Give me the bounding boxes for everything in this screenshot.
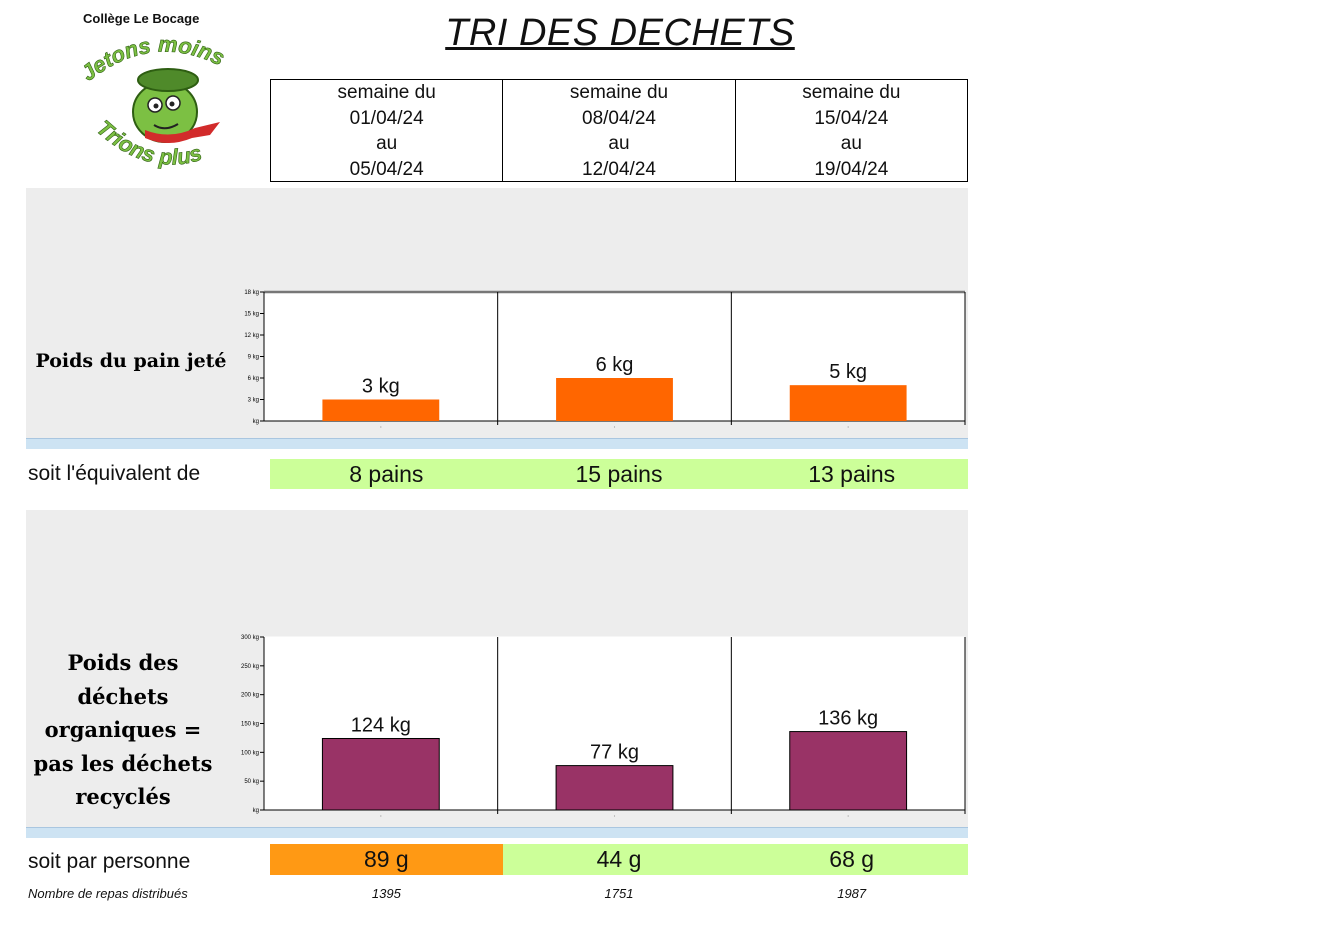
organic-chart-x-tick-mark — [613, 815, 616, 817]
organic-label-line: organiques = — [44, 717, 202, 742]
bread-chart-data-label: 3 kg — [362, 376, 400, 398]
organic-waste-label: Poids des déchets organiques = pas les d… — [28, 646, 218, 814]
bread-panel-footer — [26, 438, 968, 449]
per-person-label: soit par personne — [28, 850, 191, 873]
bread-chart-data-label: 6 kg — [596, 354, 634, 376]
bread-chart-x-tick-mark — [613, 426, 616, 428]
week-end-date: 05/04/24 — [349, 158, 424, 180]
week-to-label: au — [840, 133, 862, 154]
bread-chart-x-tick-mark — [847, 426, 849, 428]
bread-chart-y-tick-label: 9 kg — [248, 355, 259, 361]
bread-chart-data-label: 5 kg — [829, 361, 867, 383]
school-name: Collège Le Bocage — [83, 11, 200, 26]
bread-chart-y-tick-label: 3 kg — [248, 398, 259, 404]
organic-chart-x-tick-mark — [847, 815, 849, 817]
organic-chart-y-tick-label: kg — [253, 808, 259, 814]
organic-panel-footer — [26, 827, 968, 838]
organic-chart-y-tick-label: 100 kg — [241, 750, 259, 756]
organic-waste-chart: kg 50 kg 100 kg 150 kg 200 kg 250 kg 300 kg 124… — [241, 635, 966, 817]
bread-chart-bar — [556, 378, 673, 421]
bread-chart-y-tick-label: 15 kg — [244, 312, 259, 318]
bread-equivalent-value: 15 pains — [502, 459, 736, 489]
organic-chart-y-tick-label: 50 kg — [244, 779, 259, 785]
week-end-date: 19/04/24 — [814, 158, 889, 180]
week-cell: semaine du 01/04/24 au 05/04/24 — [271, 80, 502, 181]
page-title: TRI DES DECHETS — [445, 12, 795, 54]
bread-chart-y-tick-label: kg — [253, 419, 259, 425]
bread-chart-bar — [789, 385, 907, 421]
organic-chart-data-label: 77 kg — [590, 742, 639, 764]
organic-chart-x-tick-mark — [380, 815, 382, 817]
meals-value: 1751 — [604, 886, 634, 901]
bread-weight-label: Poids du pain jeté — [35, 350, 227, 372]
organic-chart-data-label: 136 kg — [818, 708, 878, 730]
organic-chart-bar — [789, 731, 908, 811]
meals-row: 1395 1751 1987 — [270, 886, 968, 901]
organic-chart-y-tick-label: 300 kg — [241, 635, 259, 641]
logo-character-hat — [137, 68, 199, 92]
bread-equivalent-row: 8 pains 15 pains 13 pains — [270, 459, 969, 489]
organic-label-line: déchets — [77, 683, 169, 709]
week-label: semaine du — [337, 82, 436, 103]
week-cell: semaine du 08/04/24 au 12/04/24 — [502, 80, 734, 181]
per-person-value: 44 g — [502, 844, 736, 875]
week-start-date: 01/04/24 — [349, 107, 424, 129]
bread-chart-y-tick-label: 18 kg — [244, 290, 259, 296]
week-label: semaine du — [569, 82, 669, 103]
week-start-date: 15/04/24 — [814, 107, 889, 129]
bread-weight-chart: kg 3 kg 6 kg 9 kg 12 kg 15 kg 18 kg 3 kg 6 kg 5 k… — [244, 290, 966, 428]
meals-label: Nombre de repas distribués — [28, 886, 188, 901]
weeks-header: semaine du 01/04/24 au 05/04/24 semaine … — [270, 79, 968, 182]
bread-equivalent-value: 8 pains — [270, 459, 503, 489]
per-person-value: 89 g — [270, 844, 503, 875]
organic-chart-y-tick-label: 150 kg — [241, 722, 259, 728]
organic-chart-bar — [321, 737, 440, 811]
bread-equivalent-value: 13 pains — [735, 459, 969, 489]
week-to-label: au — [376, 133, 398, 154]
per-person-row: 89 g 44 g 68 g — [270, 844, 969, 875]
organic-label-line: Poids des — [67, 650, 179, 675]
bread-chart-y-tick-label: 6 kg — [248, 376, 259, 382]
per-person-value: 68 g — [735, 844, 969, 875]
organic-label-line: pas les déchets — [33, 750, 213, 776]
organic-chart-data-label: 124 kg — [351, 714, 411, 736]
organic-label-line: recyclés — [75, 784, 171, 809]
week-to-label: au — [608, 133, 630, 154]
week-start-date: 08/04/24 — [582, 107, 656, 129]
bread-chart-x-tick-mark — [380, 426, 382, 428]
bread-chart-bar — [322, 399, 440, 421]
organic-chart-y-tick-label: 250 kg — [241, 664, 259, 670]
logo-scarf — [145, 122, 220, 143]
week-end-date: 12/04/24 — [582, 158, 656, 180]
week-cell: semaine du 15/04/24 au 19/04/24 — [734, 80, 967, 181]
logo: Jetons moins Trions plus — [70, 30, 265, 185]
organic-chart-bar — [555, 765, 674, 811]
meals-value: 1395 — [371, 886, 401, 901]
week-label: semaine du — [802, 82, 901, 103]
organic-chart-y-tick-label: 200 kg — [241, 693, 259, 699]
bread-chart-y-tick-label: 12 kg — [244, 333, 259, 339]
bread-equivalent-label: soit l'équivalent de — [28, 462, 201, 485]
meals-value: 1987 — [837, 886, 867, 901]
